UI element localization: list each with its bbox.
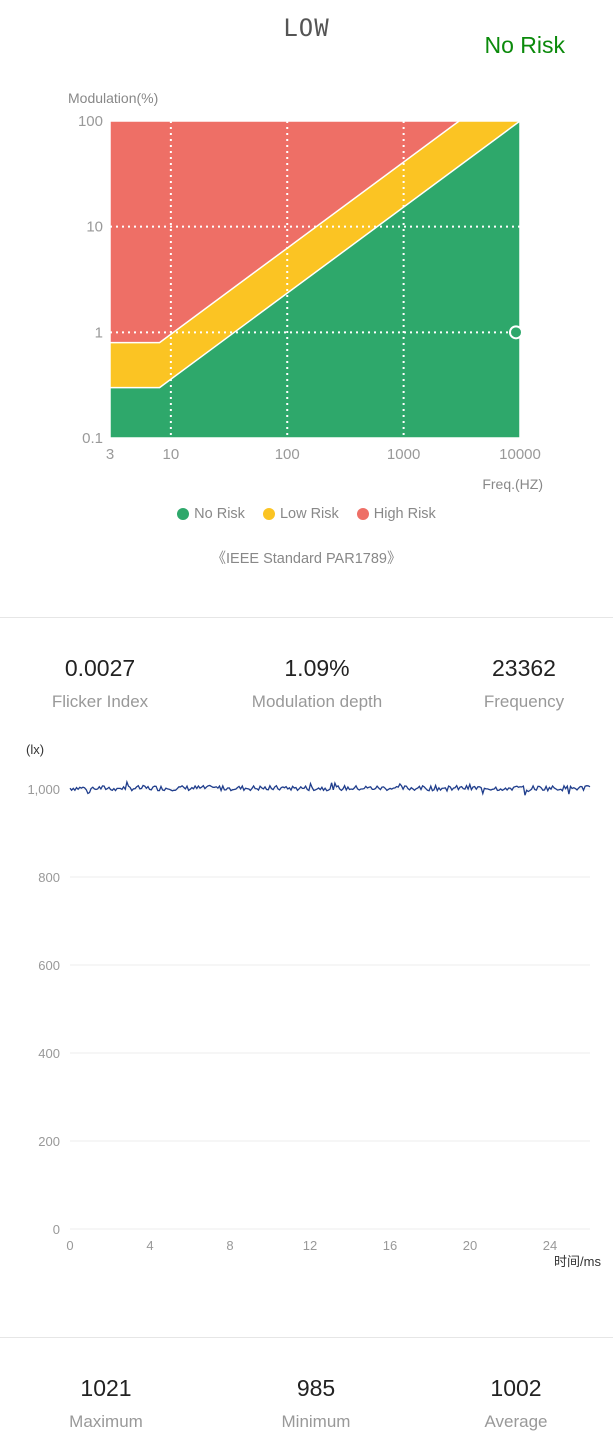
risk-x-tick-label: 1000	[387, 446, 420, 463]
section-divider-bottom	[0, 1337, 613, 1338]
modulation-depth-label: Modulation depth	[251, 692, 383, 711]
risk-chart-x-axis-label: Freq.(HZ)	[482, 476, 543, 492]
risk-x-tick-label: 3	[106, 446, 114, 463]
risk-x-tick-label: 10	[163, 446, 180, 463]
risk-chart: Modulation(%) Freq.(HZ) 3 10 100 1000 10000 0…	[68, 90, 543, 492]
flicker-index-label: Flicker Index	[51, 692, 149, 711]
waveform-y-tick-label: 600	[38, 958, 60, 973]
average-stat: 1002 Average	[416, 1375, 613, 1432]
maximum-stat: 1021 Maximum	[6, 1375, 206, 1432]
waveform-x-tick-label: 8	[226, 1238, 233, 1253]
measurement-point	[509, 325, 523, 340]
section-divider	[0, 617, 613, 618]
waveform-y-unit-label: (lx)	[26, 742, 44, 757]
legend-item-no-risk: No Risk	[177, 506, 245, 522]
maximum-value: 1021	[80, 1375, 132, 1401]
average-value: 1002	[490, 1375, 542, 1401]
waveform-x-tick-label: 4	[146, 1238, 153, 1253]
risk-y-tick-label: 100	[78, 113, 103, 130]
frequency-label: Frequency	[483, 692, 565, 711]
no-risk-region	[109, 119, 521, 439]
risk-y-tick-label: 0.1	[82, 430, 103, 447]
waveform-chart: (lx) 时间/ms 0 200 400 600 800 1,000 0 4 8 12 16 20 24	[26, 742, 601, 1269]
risk-y-tick-label: 1	[95, 324, 103, 341]
waveform-y-tick-label: 0	[53, 1222, 60, 1237]
risk-x-tick-label: 100	[275, 446, 300, 463]
standard-reference: 《IEEE Standard PAR1789》	[211, 551, 402, 567]
waveform-y-tick-label: 1,000	[27, 782, 60, 797]
waveform-y-tick-label: 200	[38, 1134, 60, 1149]
legend-no-risk-label: No Risk	[194, 506, 245, 522]
minimum-stat: 985 Minimum	[216, 1375, 416, 1432]
minimum-value: 985	[296, 1375, 336, 1401]
legend-item-low-risk: Low Risk	[262, 506, 339, 522]
legend-no-risk-swatch	[177, 508, 190, 520]
risk-status: No Risk	[484, 32, 565, 58]
legend-high-risk-label: High Risk	[373, 506, 436, 522]
minimum-label: Minimum	[281, 1412, 351, 1431]
flicker-index-value: 0.0027	[64, 655, 136, 681]
average-label: Average	[484, 1412, 548, 1431]
risk-x-tick-label: 10000	[499, 446, 541, 463]
flicker-index-stat: 0.0027 Flicker Index	[0, 655, 200, 712]
waveform-x-tick-label: 24	[543, 1238, 557, 1253]
waveform-line	[69, 779, 591, 796]
waveform-x-tick-label: 12	[303, 1238, 317, 1253]
risk-chart-y-axis-label: Modulation(%)	[68, 90, 158, 106]
waveform-x-tick-label: 0	[66, 1238, 73, 1253]
legend-high-risk-swatch	[356, 508, 369, 520]
waveform-x-unit-label: 时间/ms	[554, 1254, 601, 1269]
frequency-stat: 23362 Frequency	[424, 655, 613, 712]
waveform-x-tick-label: 16	[383, 1238, 397, 1253]
maximum-label: Maximum	[69, 1412, 143, 1431]
modulation-depth-stat: 1.09% Modulation depth	[217, 655, 417, 712]
waveform-y-tick-label: 400	[38, 1046, 60, 1061]
flicker-level-indicator: LOW	[283, 14, 330, 42]
risk-y-tick-label: 10	[86, 219, 103, 236]
waveform-y-tick-label: 800	[38, 870, 60, 885]
risk-section: LOW No Risk Modulation(%) Freq.(HZ) 3 10 1…	[0, 0, 613, 600]
risk-legend: No Risk Low Risk High Risk	[0, 506, 613, 522]
frequency-value: 23362	[492, 655, 556, 681]
modulation-depth-value: 1.09%	[284, 655, 350, 681]
legend-low-risk-swatch	[262, 508, 275, 520]
waveform-x-tick-label: 20	[463, 1238, 477, 1253]
legend-item-high-risk: High Risk	[356, 506, 436, 522]
legend-low-risk-label: Low Risk	[279, 506, 339, 522]
